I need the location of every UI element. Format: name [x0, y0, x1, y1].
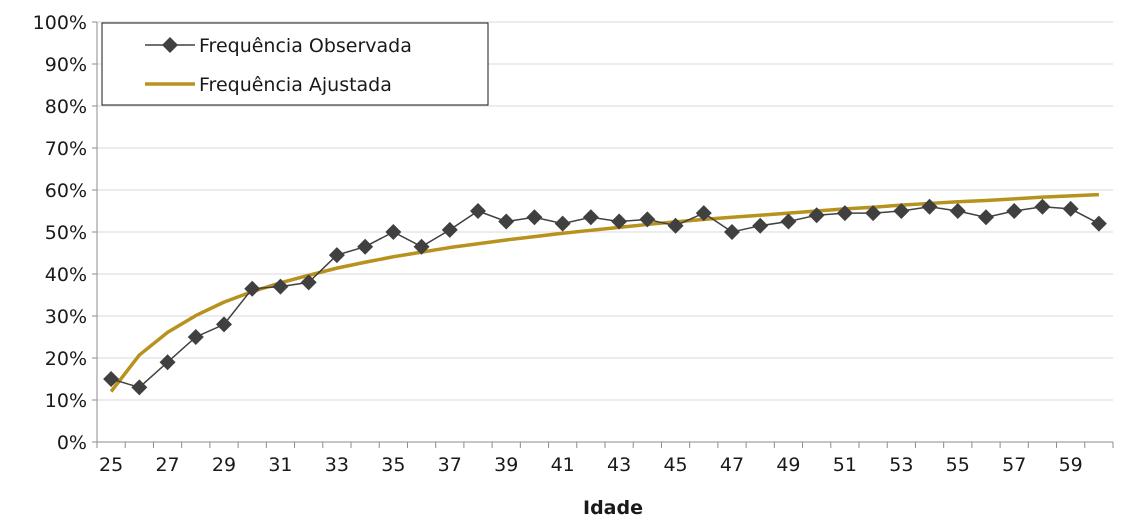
y-tick-label: 30%: [45, 306, 87, 328]
x-tick-label: 33: [325, 454, 349, 476]
series: [103, 192, 1107, 396]
data-point: [244, 280, 261, 297]
legend-label-ajustada: Frequência Ajustada: [199, 74, 392, 96]
y-tick-label: 90%: [45, 54, 87, 76]
data-point: [554, 215, 571, 232]
x-tick-label: 39: [494, 454, 518, 476]
data-point: [103, 371, 120, 387]
gridlines: [97, 21, 1113, 443]
x-tick-label: 47: [720, 454, 744, 476]
x-tick-label: 41: [551, 454, 575, 476]
data-point: [131, 379, 148, 396]
y-tick-label: 20%: [45, 348, 87, 370]
data-point: [470, 203, 486, 219]
data-point: [498, 213, 515, 230]
data-point: [667, 217, 684, 234]
y-tick-label: 70%: [45, 138, 87, 160]
data-point: [949, 203, 966, 219]
data-point: [187, 329, 204, 345]
data-point: [1006, 203, 1023, 219]
data-point: [385, 224, 402, 240]
x-tick-label: 57: [1002, 454, 1026, 476]
data-point: [836, 205, 853, 222]
x-tick-label: 59: [1059, 454, 1083, 476]
legend: Frequência Observada Frequência Ajustada: [101, 22, 489, 106]
data-point: [582, 209, 599, 226]
data-point: [300, 274, 317, 291]
data-point: [978, 209, 994, 226]
data-point: [526, 209, 543, 226]
y-tick-label: 40%: [45, 264, 87, 286]
x-tick-label: 49: [776, 454, 800, 476]
data-point: [272, 278, 289, 295]
x-tick-label: 31: [268, 454, 292, 476]
data-point: [413, 238, 430, 255]
series-line-frequencia-observada: [110, 206, 1100, 389]
y-tick-label: 80%: [45, 96, 87, 118]
data-point: [216, 316, 232, 333]
x-tick-label: 35: [381, 454, 405, 476]
data-point: [752, 217, 769, 234]
series-line-frequencia-ajustada: [109, 192, 1099, 393]
data-point: [724, 224, 740, 240]
y-axis-ticks: 0% 10% 20% 30% 40% 50% 60% 70% 80% 90% 100%: [33, 12, 97, 454]
x-tick-label: 27: [155, 454, 179, 476]
x-tick-label: 51: [833, 454, 857, 476]
data-point: [808, 207, 825, 224]
x-tick-label: 53: [889, 454, 913, 476]
data-point: [893, 203, 910, 219]
data-point: [441, 221, 458, 238]
legend-label-observada: Frequência Observada: [199, 35, 412, 57]
data-point: [1062, 200, 1079, 217]
x-tick-label: 55: [946, 454, 970, 476]
y-tick-label: 10%: [45, 390, 87, 412]
y-tick-label: 50%: [45, 222, 87, 244]
data-point: [159, 354, 176, 371]
data-point: [780, 213, 797, 230]
data-point: [695, 205, 712, 222]
x-axis-ticks: 25 27 29 31 33 35 37 39 41 43 45 47 49 51 53 55 57 59: [96, 442, 1114, 476]
x-tick-label: 43: [607, 454, 631, 476]
data-point: [865, 205, 882, 222]
data-point: [357, 238, 374, 255]
y-tick-label: 0%: [57, 432, 87, 454]
data-point: [1034, 198, 1051, 215]
legend-marker-diamond: [162, 37, 178, 53]
x-tick-label: 37: [438, 454, 462, 476]
data-point: [611, 213, 628, 230]
y-tick-label: 60%: [45, 180, 87, 202]
x-tick-label: 45: [663, 454, 687, 476]
x-tick-label: 25: [99, 454, 123, 476]
y-tick-label: 100%: [33, 12, 87, 34]
data-point: [1090, 215, 1107, 232]
legend-box: [101, 22, 489, 106]
x-axis-title: Idade: [583, 497, 643, 519]
data-point: [921, 198, 938, 215]
x-tick-label: 29: [212, 454, 236, 476]
data-point: [328, 247, 345, 264]
data-point: [639, 211, 656, 228]
